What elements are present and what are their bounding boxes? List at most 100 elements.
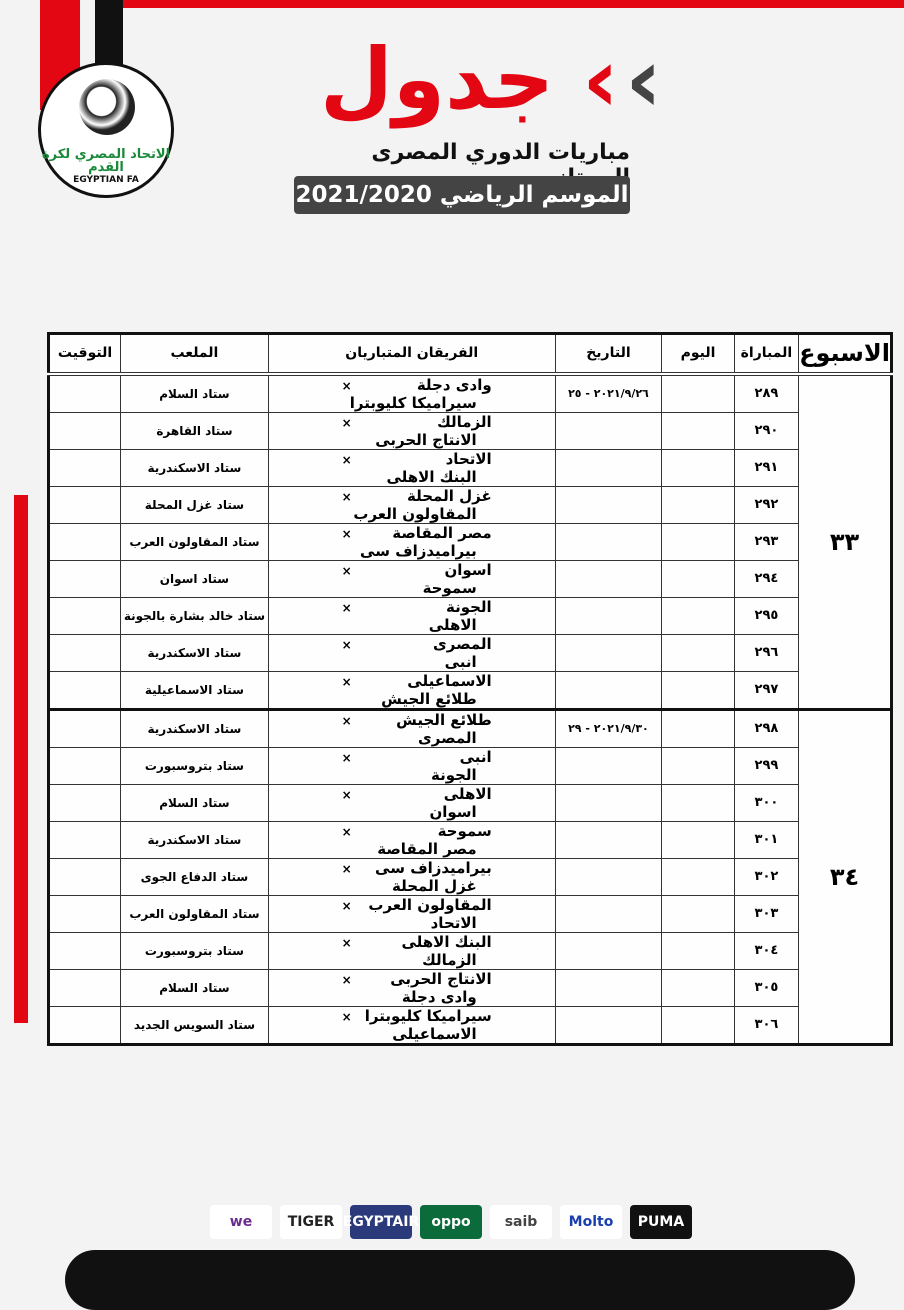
vs-mark: × — [341, 489, 352, 504]
table-row: ٣٤ ٢٩٨ ٢٠٢١/٩/٣٠ - ٢٩ طلائع الجيش × المصرى ستا… — [47, 707, 892, 1045]
match-number: ٢٨٩ — [733, 373, 800, 413]
stadium: ستاد القاهرة — [120, 411, 269, 450]
match-date — [554, 857, 663, 896]
away-team: سيراميكا كليوبترا — [349, 393, 477, 412]
header-stadium: الملعب — [120, 333, 269, 376]
away-team: الاتحاد — [430, 913, 477, 932]
away-team: وادى دجلة — [401, 987, 477, 1006]
home-team: الاهلى — [443, 784, 492, 803]
match-day — [661, 485, 735, 524]
match-date — [554, 522, 663, 561]
match-date — [554, 596, 663, 635]
match-teams: الاهلى × اسوان — [267, 783, 556, 822]
match-day — [661, 670, 735, 710]
match-time — [47, 411, 122, 450]
table-row: ٢٩٥ الجونة × الاهلى ستاد خالد بشارة بالجونة — [47, 596, 892, 635]
schedule-table: الاسبوع المباراة اليوم التاريخ الفريقان … — [47, 332, 893, 1046]
away-team: غزل المحلة — [392, 876, 477, 895]
home-team: وادى دجلة — [416, 375, 492, 394]
vs-mark: × — [341, 750, 352, 765]
date-text: ٢٠٢١/٩/٢٦ - ٢٥ — [568, 387, 649, 400]
vs-mark: × — [341, 898, 352, 913]
sponsor-logo-saib: saib — [490, 1205, 552, 1239]
match-time — [47, 783, 122, 822]
vs-mark: × — [341, 674, 352, 689]
logo-arabic-text: الاتحاد المصري لكرة القدم — [41, 146, 171, 176]
vs-mark: × — [341, 600, 352, 615]
match-teams: الاتحاد × البنك الاهلى — [267, 448, 556, 487]
table-row: ٣٠٢ بيراميدزاف سى × غزل المحلة ستاد الدفاع ا… — [47, 857, 892, 896]
table-row: ٢٩٩ انبى × الجونة ستاد بتروسبورت — [47, 746, 892, 785]
bottom-black-bar — [65, 1250, 855, 1310]
stadium: ستاد السلام — [120, 373, 269, 413]
table-row: ٣٠٦ سيراميكا كليوبترا × الاسماعيلى ستاد السو… — [47, 1005, 892, 1045]
match-teams: سيراميكا كليوبترا × الاسماعيلى — [267, 1005, 556, 1045]
away-team: الجونة — [430, 765, 477, 784]
match-teams: الانتاج الحربى × وادى دجلة — [267, 968, 556, 1007]
chevron-left-red-icon: ‹ — [582, 28, 620, 133]
match-number: ٢٩٩ — [733, 746, 800, 785]
stadium: ستاد المقاولون العرب — [120, 522, 269, 561]
match-number: ٢٩٤ — [733, 559, 800, 598]
table-row: ٢٩٣ مصر المقاصة × بيراميدزاف سى ستاد المقاول… — [47, 522, 892, 561]
table-row: ٢٩٧ الاسماعيلى × طلائع الجيش ستاد الاسماعيلي… — [47, 670, 892, 710]
match-teams: البنك الاهلى × الزمالك — [267, 931, 556, 970]
match-day — [661, 931, 735, 970]
vs-mark: × — [341, 526, 352, 541]
match-time — [47, 448, 122, 487]
vs-mark: × — [341, 824, 352, 839]
vs-mark: × — [341, 452, 352, 467]
match-day — [661, 596, 735, 635]
match-day — [661, 783, 735, 822]
match-time — [47, 857, 122, 896]
match-number: ٢٩٠ — [733, 411, 800, 450]
match-number: ٢٩٦ — [733, 633, 800, 672]
match-date — [554, 746, 663, 785]
home-team: غزل المحلة — [407, 486, 492, 505]
top-red-bar — [120, 0, 904, 8]
away-team: المصرى — [418, 728, 477, 747]
match-number: ٢٩٢ — [733, 485, 800, 524]
match-teams: وادى دجلة ×سيراميكا كليوبترا — [267, 373, 556, 413]
stadium: ستاد خالد بشارة بالجونة — [120, 596, 269, 635]
chevron-left-gray-icon: ‹ — [625, 28, 663, 133]
home-team: بيراميدزاف سى — [375, 858, 492, 877]
vs-mark: × — [341, 378, 352, 393]
vs-mark: × — [341, 415, 352, 430]
match-date — [554, 411, 663, 450]
match-time — [47, 894, 122, 933]
match-teams: طلائع الجيش × المصرى — [267, 707, 556, 748]
stadium: ستاد غزل المحلة — [120, 485, 269, 524]
vs-mark: × — [341, 787, 352, 802]
home-team: انبى — [459, 747, 492, 766]
away-team: بيراميدزاف سى — [360, 541, 477, 560]
match-date — [554, 1005, 663, 1045]
home-team: سموحة — [437, 821, 492, 840]
away-team: الزمالك — [422, 950, 477, 969]
match-teams: الاسماعيلى × طلائع الجيش — [267, 670, 556, 710]
match-time — [47, 746, 122, 785]
away-team: سموحة — [422, 578, 477, 597]
match-number: ٣٠٠ — [733, 783, 800, 822]
table-row: ٣٠١ سموحة × مصر المقاصة ستاد الاسكندرية — [47, 820, 892, 859]
vs-mark: × — [341, 637, 352, 652]
match-date: ٢٠٢١/٩/٣٠ - ٢٩ — [554, 707, 663, 748]
header-date: التاريخ — [554, 333, 663, 376]
home-team: البنك الاهلى — [401, 932, 492, 951]
away-team: الاسماعيلى — [392, 1024, 477, 1043]
stadium: ستاد الاسكندرية — [120, 820, 269, 859]
sponsor-logo-tiger: TIGER — [280, 1205, 342, 1239]
table-row: ٢٩٦ المصرى × انبى ستاد الاسكندرية — [47, 633, 892, 672]
table-row: ٣٠٠ الاهلى × اسوان ستاد السلام — [47, 783, 892, 822]
home-team: طلائع الجيش — [396, 710, 492, 729]
header-match: المباراة — [733, 333, 800, 376]
home-team: الاتحاد — [445, 449, 492, 468]
stadium: ستاد المقاولون العرب — [120, 894, 269, 933]
stadium: ستاد السلام — [120, 783, 269, 822]
match-number: ٣٠٢ — [733, 857, 800, 896]
vs-mark: × — [341, 1009, 352, 1024]
away-team: البنك الاهلى — [386, 467, 477, 486]
home-team: الجونة — [445, 597, 492, 616]
sponsors-bar: we TIGER EGYPTAIR oppo saib Molto PUMA — [210, 1205, 692, 1239]
match-day — [661, 707, 735, 748]
